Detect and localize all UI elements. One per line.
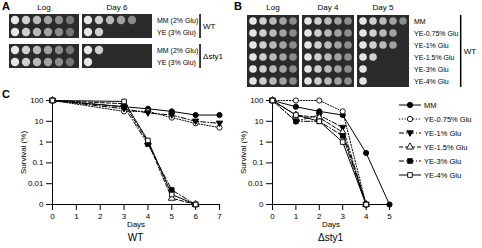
svg-text:1: 1 bbox=[39, 138, 44, 147]
svg-text:YE-1% Glu: YE-1% Glu bbox=[414, 42, 449, 49]
svg-text:Days: Days bbox=[322, 220, 340, 229]
svg-text:5: 5 bbox=[170, 212, 175, 221]
svg-text:6: 6 bbox=[193, 212, 198, 221]
svg-text:1: 1 bbox=[294, 212, 299, 221]
svg-text:3: 3 bbox=[340, 212, 345, 221]
svg-text:7: 7 bbox=[217, 212, 222, 221]
svg-text:MM (2% Glu): MM (2% Glu) bbox=[157, 47, 198, 55]
svg-text:Day 6: Day 6 bbox=[107, 3, 128, 12]
svg-text:Day 5: Day 5 bbox=[373, 3, 394, 12]
svg-text:3: 3 bbox=[121, 212, 127, 222]
svg-text:Survival (%): Survival (%) bbox=[19, 131, 28, 174]
svg-text:1: 1 bbox=[74, 212, 79, 221]
svg-text:YE (3% Glu): YE (3% Glu) bbox=[157, 59, 196, 67]
svg-text:2: 2 bbox=[98, 212, 103, 221]
svg-text:0: 0 bbox=[270, 212, 275, 221]
html-text:Δsty1: Δsty1 bbox=[318, 232, 343, 243]
svg-text:YE-0.75% Glu: YE-0.75% Glu bbox=[414, 30, 458, 37]
svg-text:1: 1 bbox=[259, 138, 264, 147]
svg-text:YE-3% Glu: YE-3% Glu bbox=[414, 66, 449, 73]
svg-text:10: 10 bbox=[255, 117, 264, 126]
svg-text:0.1: 0.1 bbox=[32, 158, 44, 167]
svg-text:0.1: 0.1 bbox=[252, 158, 264, 167]
svg-text:10: 10 bbox=[35, 117, 44, 126]
svg-text:0.01: 0.01 bbox=[248, 179, 264, 188]
svg-text:Day 4: Day 4 bbox=[318, 3, 339, 12]
svg-text:5: 5 bbox=[387, 212, 392, 221]
svg-text:Days: Days bbox=[127, 220, 145, 229]
svg-text:WT: WT bbox=[203, 22, 216, 31]
svg-text:Log: Log bbox=[266, 3, 279, 12]
html-text:C: C bbox=[2, 88, 10, 100]
svg-text:Survival (%): Survival (%) bbox=[239, 131, 248, 174]
svg-text:Log: Log bbox=[37, 3, 50, 12]
svg-text:YE-1.5% Glu: YE-1.5% Glu bbox=[414, 54, 455, 61]
svg-text:YE (3% Glu): YE (3% Glu) bbox=[157, 29, 196, 37]
svg-text:4: 4 bbox=[364, 212, 369, 221]
html-text:YE-0.75% Glu: YE-0.75% Glu bbox=[424, 114, 472, 124]
svg-text:Δsty1: Δsty1 bbox=[203, 52, 224, 61]
svg-text:MM (2% Glu): MM (2% Glu) bbox=[157, 17, 198, 25]
svg-text:100: 100 bbox=[30, 96, 44, 105]
html-text:YE-3% Glu: YE-3% Glu bbox=[424, 156, 462, 166]
html-text:WT: WT bbox=[127, 232, 144, 243]
html-text:YE-4% Glu: YE-4% Glu bbox=[424, 170, 462, 180]
svg-text:4: 4 bbox=[146, 212, 151, 221]
svg-text:YE-4% Glu: YE-4% Glu bbox=[414, 78, 449, 85]
svg-text:0: 0 bbox=[259, 200, 264, 209]
svg-text:100: 100 bbox=[250, 96, 264, 105]
svg-text:B: B bbox=[234, 0, 242, 12]
html-text:MM: MM bbox=[424, 100, 437, 110]
html-text:YE-1.5% Glu: YE-1.5% Glu bbox=[424, 142, 468, 152]
svg-text:WT: WT bbox=[464, 47, 477, 56]
svg-text:0: 0 bbox=[39, 200, 44, 209]
svg-text:MM: MM bbox=[414, 18, 426, 25]
svg-text:A: A bbox=[2, 0, 10, 12]
svg-text:2: 2 bbox=[317, 212, 322, 222]
svg-text:0.01: 0.01 bbox=[28, 179, 44, 188]
html-text:YE-1% Glu: YE-1% Glu bbox=[424, 128, 462, 138]
svg-text:0: 0 bbox=[50, 212, 55, 221]
